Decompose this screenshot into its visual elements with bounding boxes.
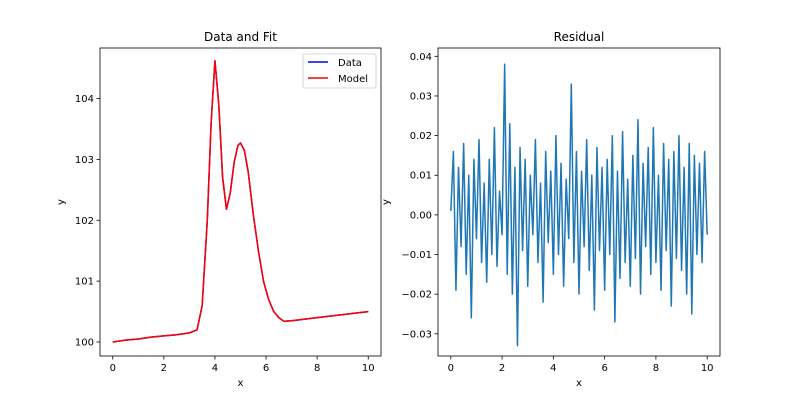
fit-xtick-label: 6 [263, 363, 269, 374]
fit-xtick-label: 0 [110, 363, 116, 374]
fit-ytick-label: 103 [75, 155, 94, 166]
fit-xtick-label: 8 [314, 363, 320, 374]
residual-ytick-label: −0.03 [401, 329, 432, 340]
residual-ytick-label: 0.00 [410, 210, 432, 221]
residual-ytick-label: −0.01 [401, 250, 432, 261]
fit-xtick-label: 2 [161, 363, 167, 374]
residual-ytick-label: −0.02 [401, 290, 432, 301]
fit-ytick-label: 101 [75, 277, 94, 288]
fit-ytick-label: 100 [75, 338, 94, 349]
data-and-fit-axes-frame [99, 47, 382, 357]
fit-series-model-line [112, 60, 369, 343]
fit-xtick-label: 10 [362, 363, 375, 374]
residual-xtick-label: 6 [601, 363, 607, 374]
residual-ytick-label: 0.02 [410, 131, 432, 142]
residual-xtick-label: 2 [499, 363, 505, 374]
residual-xtick-label: 0 [448, 363, 454, 374]
residual-ytick-label: 0.03 [410, 91, 432, 102]
residual-ylabel: y [381, 199, 392, 205]
residual-xtick-label: 8 [653, 363, 659, 374]
data-and-fit-ylabel: y [56, 199, 67, 205]
residual-xlabel: x [576, 378, 582, 389]
residual-title: Residual [554, 30, 605, 44]
fit-xtick-label: 4 [212, 363, 218, 374]
residual-ytick-label: 0.04 [410, 52, 432, 63]
residual-series-residual-line [450, 63, 708, 347]
residual-xtick-label: 4 [550, 363, 556, 374]
legend-data-label: Data [338, 58, 362, 69]
fit-ytick-label: 102 [75, 216, 94, 227]
legend: Data Model [302, 53, 377, 89]
data-and-fit-title: Data and Fit [204, 30, 277, 44]
fit-ytick-label: 104 [75, 94, 94, 105]
data-and-fit-xlabel: x [238, 378, 244, 389]
residual-ytick-label: 0.01 [410, 171, 432, 182]
residual-axes-frame [437, 47, 721, 357]
residual-panel: 0 2 4 6 8 10 −0.03 −0.02 −0.01 0.00 0.01 0.02 0.03 0.… [381, 30, 721, 389]
residual-xtick-label: 10 [701, 363, 714, 374]
legend-model-label: Model [338, 74, 368, 85]
